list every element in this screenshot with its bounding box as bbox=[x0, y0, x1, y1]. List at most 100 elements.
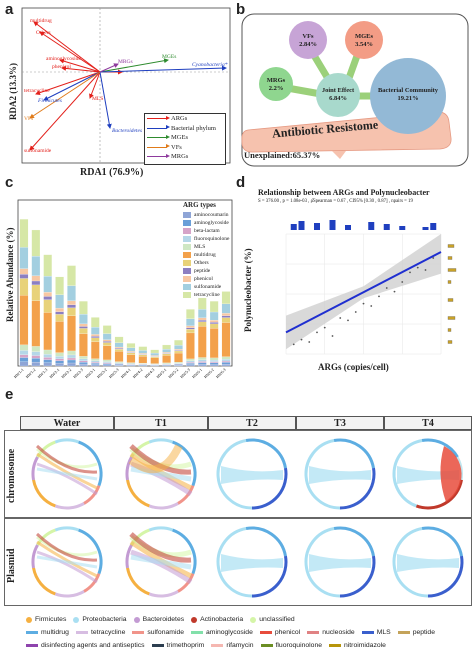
stack-segment bbox=[67, 300, 76, 305]
stack-segment bbox=[102, 362, 112, 364]
chord-diagram bbox=[216, 438, 288, 510]
stack-segment bbox=[126, 352, 136, 353]
chord-diagram bbox=[31, 526, 103, 598]
stack-tick-label: HW1-3 bbox=[36, 367, 48, 379]
stack-segment bbox=[19, 278, 29, 296]
stack-segment bbox=[209, 328, 219, 358]
stack-segment bbox=[186, 360, 195, 363]
scatter-point bbox=[347, 319, 349, 322]
rda-label-others: Others bbox=[36, 30, 51, 36]
stack-segment bbox=[138, 356, 148, 364]
stack-tick-label: HW6-1 bbox=[191, 367, 203, 379]
stack-segment bbox=[55, 360, 64, 364]
rda-ylabel: RDA2 (13.3%) bbox=[8, 63, 18, 121]
stack-segment bbox=[198, 297, 207, 310]
rda-legend: ARGs Bacterial phylum MGEs VFs MRGs bbox=[144, 113, 226, 165]
stack-segment bbox=[79, 362, 88, 365]
arg-legend-item: multidrug bbox=[183, 251, 235, 259]
stack-segment bbox=[138, 354, 148, 357]
col-t3: T3 bbox=[296, 416, 384, 430]
stack-segment bbox=[114, 348, 124, 350]
stack-segment bbox=[31, 280, 41, 286]
rda-label-bacteroidetes: Bacteroidetes bbox=[112, 128, 142, 134]
scatter-point bbox=[409, 271, 411, 274]
stack-segment bbox=[186, 325, 195, 328]
stack-segment bbox=[221, 364, 231, 367]
chord-diagram bbox=[304, 438, 376, 510]
stack-segment bbox=[162, 353, 171, 356]
arg-legend-item: peptide bbox=[183, 267, 235, 275]
chord-legend-item: MLS bbox=[361, 629, 391, 636]
stack-segment bbox=[43, 359, 52, 363]
marginal-bar-right bbox=[447, 340, 453, 344]
stack-segment bbox=[162, 344, 171, 350]
stack-segment bbox=[102, 359, 112, 362]
rda-label-vfs: VFs bbox=[24, 116, 33, 122]
scatter-point bbox=[362, 302, 365, 305]
chord-diagram bbox=[304, 526, 376, 598]
stack-segment bbox=[198, 361, 207, 363]
stack-segment bbox=[79, 326, 88, 329]
stack-segment bbox=[31, 300, 41, 347]
rda-legend-phylum: Bacterial phylum bbox=[145, 124, 225, 134]
stack-segment bbox=[162, 352, 171, 354]
panel-label-e: e bbox=[5, 386, 14, 403]
chord-legend-item: peptide bbox=[397, 629, 435, 636]
stack-segment bbox=[43, 312, 52, 351]
marginal-bar-top bbox=[383, 224, 390, 230]
rda-legend-mges: MGEs bbox=[145, 133, 225, 143]
col-water: Water bbox=[20, 416, 114, 430]
stack-segment bbox=[79, 358, 88, 361]
stack-segment bbox=[19, 295, 29, 345]
stack-segment bbox=[114, 364, 124, 366]
stack-segment bbox=[102, 325, 112, 334]
stack-segment bbox=[126, 364, 136, 366]
arg-legend-item: MLS bbox=[183, 243, 235, 251]
stack-segment bbox=[55, 311, 64, 315]
panel-label-b: b bbox=[236, 1, 246, 18]
stack-segment bbox=[19, 361, 29, 367]
stack-segment bbox=[174, 339, 183, 346]
stack-tick-label: HW6-2 bbox=[203, 367, 215, 379]
chord-legend-item: nucleoside bbox=[307, 629, 355, 636]
scatter-stats: S = 376.00 , p = 1.08e-03 , ρ̂Spearman =… bbox=[258, 199, 413, 204]
stack-segment bbox=[186, 363, 195, 365]
arg-legend-item: Others bbox=[183, 259, 235, 267]
scatter-point bbox=[292, 343, 295, 346]
stack-segment bbox=[150, 352, 159, 356]
marginal-bar-top bbox=[422, 227, 429, 230]
col-t2: T2 bbox=[208, 416, 296, 430]
chord-diagrams bbox=[31, 438, 464, 598]
scatter-point bbox=[370, 305, 373, 307]
stack-segment bbox=[31, 229, 41, 257]
marginal-bar-top bbox=[430, 223, 437, 230]
stack-segment bbox=[209, 359, 219, 362]
stack-tick-label: HW3-3 bbox=[108, 367, 120, 379]
stack-segment bbox=[138, 346, 148, 351]
stack-segment bbox=[31, 358, 41, 363]
stack-segment bbox=[91, 358, 100, 361]
chord-diagram bbox=[392, 526, 464, 598]
stack-segment bbox=[91, 362, 100, 365]
stack-tick-label: HW5-2 bbox=[167, 367, 179, 379]
scatter-point bbox=[416, 266, 419, 269]
stack-tick-label: HW4-3 bbox=[143, 367, 155, 379]
arg-types-legend: ARG types aminocoumarin aminoglycoside bet… bbox=[183, 201, 235, 299]
stack-tick-label: HW2-1 bbox=[48, 367, 60, 379]
stack-segment bbox=[102, 339, 112, 342]
stack-segment bbox=[114, 365, 124, 367]
chord-legend-item: nitroimidazole bbox=[329, 642, 386, 649]
stack-segment bbox=[174, 352, 183, 363]
stack-segment bbox=[91, 334, 100, 337]
stack-segment bbox=[221, 313, 231, 316]
stack-segment bbox=[79, 356, 88, 359]
mrgs-text: MRGs 2.2% bbox=[266, 77, 286, 92]
row-label-chromosome: chromosome bbox=[6, 448, 17, 504]
stack-segment bbox=[221, 303, 231, 314]
chord-diagram bbox=[31, 438, 103, 510]
chord-legend-item: Proteobacteria bbox=[73, 616, 127, 623]
rda-label-tetracycline: tetracycline bbox=[24, 88, 50, 94]
stack-tick-label: HW3-2 bbox=[96, 367, 108, 379]
scatter-point bbox=[378, 295, 380, 298]
stack-segment bbox=[114, 346, 124, 349]
